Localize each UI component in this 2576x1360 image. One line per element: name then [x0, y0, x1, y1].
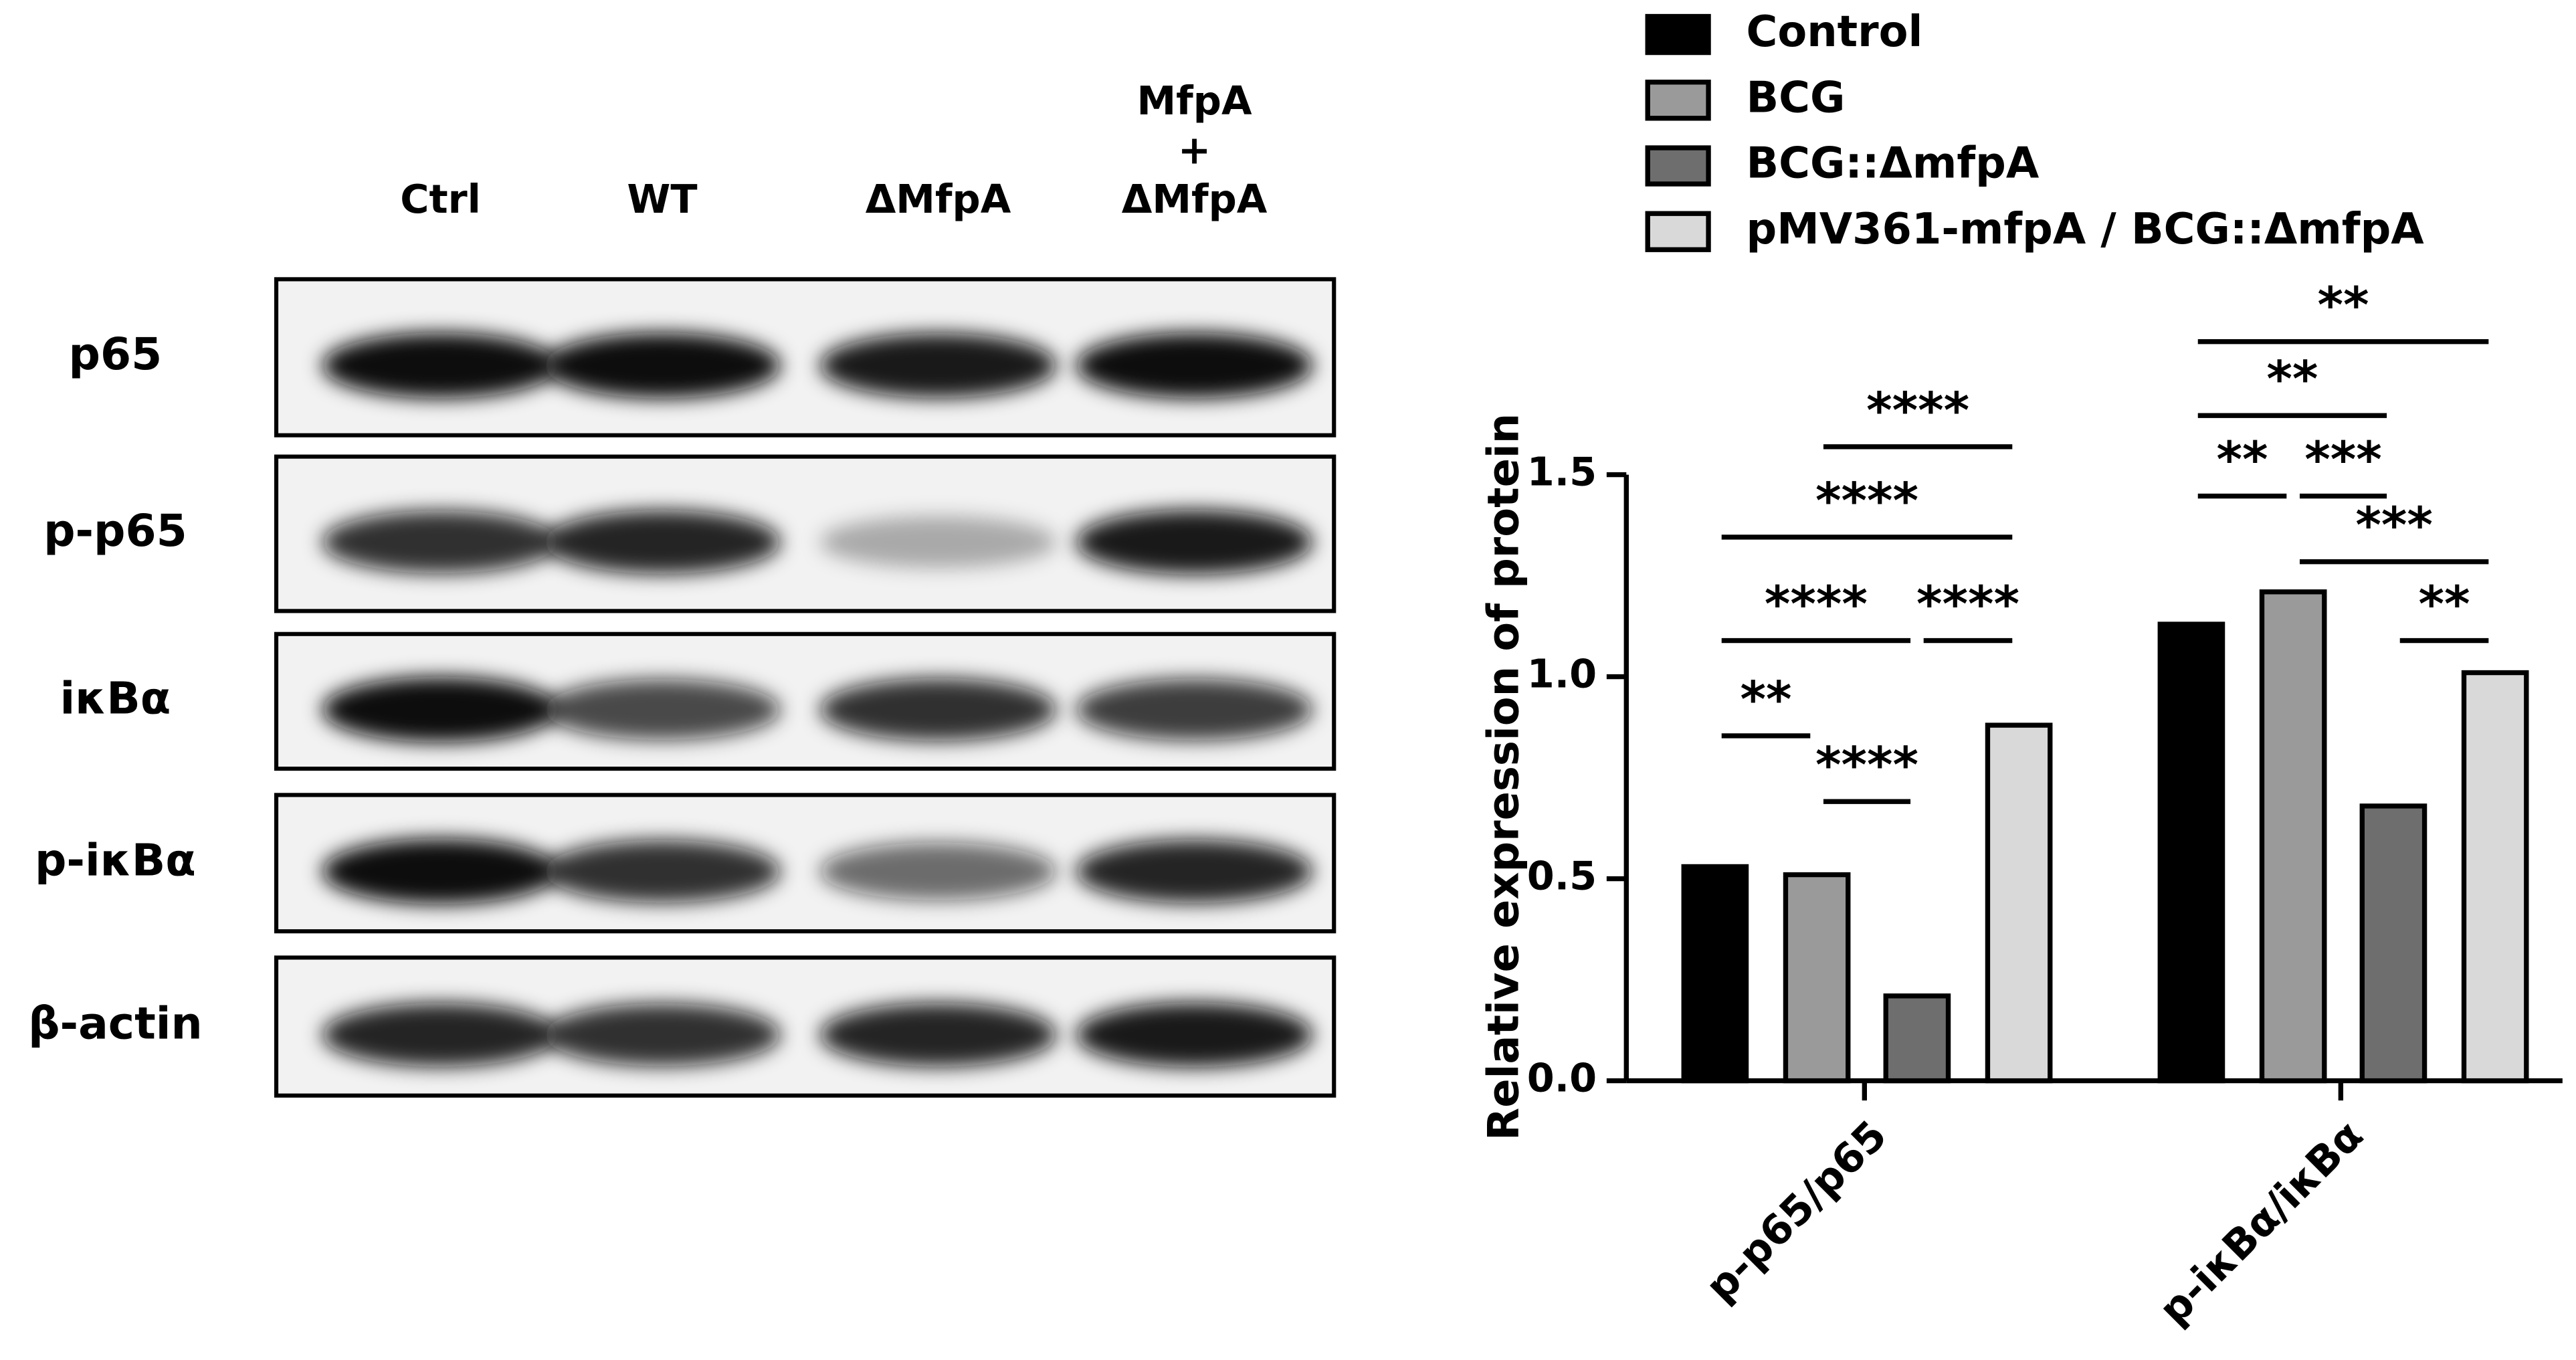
significance-label: *** [2355, 498, 2433, 555]
lane-label: ΔMfpA [866, 176, 1011, 222]
blot-band [322, 838, 559, 904]
blot-band [322, 332, 559, 399]
lane-label: WT [627, 176, 697, 222]
row-label: p-iκBα [35, 834, 196, 886]
row-label: p-p65 [43, 504, 187, 557]
blot-band [819, 842, 1057, 900]
lane-label: ΔMfpA [1122, 176, 1268, 222]
legend-label: Control [1747, 7, 1923, 57]
legend-swatch [1645, 13, 1711, 56]
blot-band [819, 678, 1057, 741]
blot-band [544, 1003, 781, 1066]
blot-band [544, 840, 781, 903]
lane-label: MfpA [1137, 78, 1252, 124]
blot-band [322, 510, 559, 574]
blot-band [1076, 332, 1313, 399]
legend-label: BCG::ΔmfpA [1747, 139, 2040, 189]
blot-band [1076, 839, 1313, 904]
legend-swatch [1645, 211, 1711, 252]
lane-label: + [1178, 126, 1211, 173]
significance-label: **** [1815, 737, 1918, 794]
bar [2461, 670, 2529, 1084]
legend-swatch [1645, 145, 1711, 187]
significance-label: *** [2304, 431, 2382, 488]
bar [1985, 722, 2053, 1084]
x-tick-label: p-iκBα/iκBα [2150, 1112, 2372, 1334]
significance-label: ** [2318, 278, 2369, 334]
legend-label: BCG [1747, 73, 1846, 122]
blot-band [544, 510, 781, 574]
bar [2259, 589, 2327, 1084]
y-tick-label: 0.5 [1527, 853, 1597, 899]
blot-band [544, 332, 781, 399]
y-tick-label: 0.0 [1527, 1055, 1597, 1101]
y-axis-title: Relative expression of protein [1480, 413, 1529, 1141]
significance-label: **** [1916, 576, 2019, 633]
significance-label: **** [1866, 383, 1969, 440]
bar [2359, 803, 2428, 1084]
blot-band [322, 1003, 559, 1067]
blot-band [819, 1003, 1057, 1067]
x-tick-label: p-p65/p65 [1696, 1112, 1896, 1311]
significance-label: **** [1815, 473, 1918, 530]
blot-band [1076, 509, 1313, 575]
blot-band [819, 332, 1057, 398]
bar [1681, 864, 1749, 1084]
row-label: p65 [69, 328, 163, 380]
bar [2157, 621, 2225, 1084]
bar [1883, 993, 1951, 1084]
blot-band [544, 679, 781, 741]
row-label: iκBα [60, 672, 171, 724]
blot-band [322, 676, 559, 743]
significance-label: **** [1765, 576, 1868, 633]
significance-label: ** [2217, 431, 2268, 488]
y-tick-label: 1.5 [1527, 449, 1597, 495]
lane-label: Ctrl [400, 176, 481, 222]
significance-label: ** [1740, 672, 1791, 728]
legend-swatch [1645, 80, 1711, 121]
legend-label: pMV361-mfpA / BCG::ΔmfpA [1747, 205, 2425, 254]
blot-band [819, 516, 1057, 569]
blot-band [1076, 1002, 1313, 1068]
bar [1783, 872, 1851, 1084]
significance-label: ** [2266, 351, 2318, 408]
row-label: β-actin [28, 997, 203, 1050]
significance-label: ** [2419, 576, 2470, 633]
blot-band [1076, 678, 1313, 741]
y-tick-label: 1.0 [1527, 651, 1597, 697]
